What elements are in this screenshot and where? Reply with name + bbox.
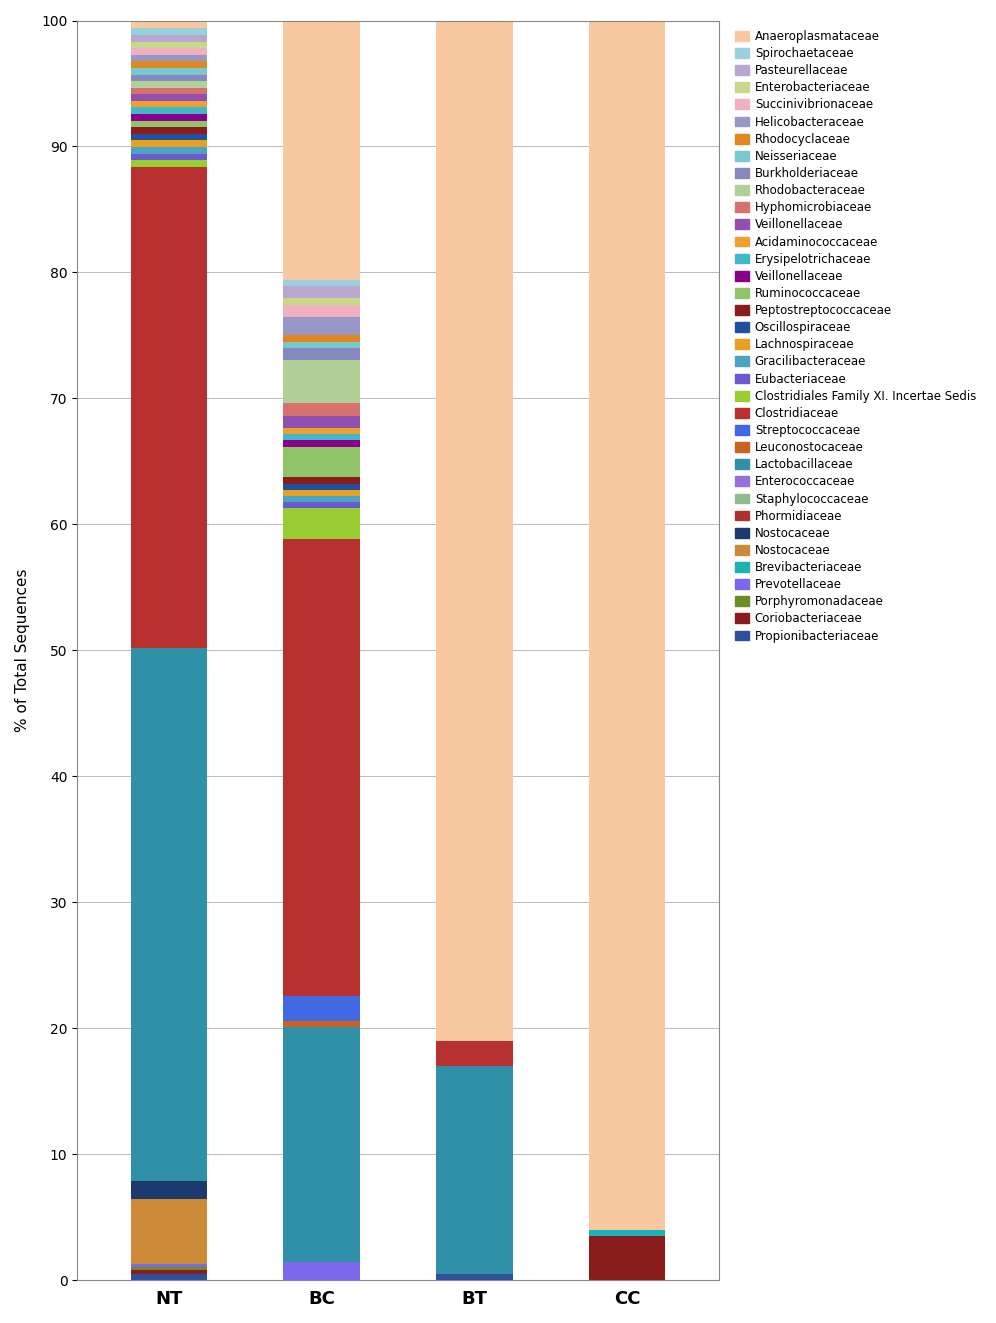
Bar	[284, 1262, 360, 1281]
Bar	[130, 140, 207, 147]
Bar	[130, 87, 207, 94]
Bar	[284, 341, 360, 348]
Bar	[284, 490, 360, 496]
Bar	[284, 434, 360, 441]
Bar	[436, 20, 513, 1041]
Bar	[284, 304, 360, 318]
Bar	[284, 484, 360, 490]
Bar	[284, 318, 360, 336]
Bar	[436, 1041, 513, 1066]
Bar	[284, 441, 360, 447]
Bar	[284, 540, 360, 996]
Bar	[130, 167, 207, 648]
Bar	[130, 1270, 207, 1274]
Bar	[130, 101, 207, 107]
Bar	[130, 1274, 207, 1281]
Bar	[130, 107, 207, 114]
Bar	[436, 1274, 513, 1281]
Bar	[284, 478, 360, 484]
Bar	[130, 153, 207, 160]
Bar	[284, 447, 360, 478]
Bar	[130, 28, 207, 34]
Bar	[130, 20, 207, 28]
Bar	[284, 20, 360, 280]
Bar	[130, 1265, 207, 1267]
Bar	[130, 54, 207, 61]
Bar	[284, 1021, 360, 1027]
Bar	[284, 503, 360, 508]
Bar	[130, 41, 207, 48]
Bar	[130, 61, 207, 67]
Bar	[130, 648, 207, 1181]
Bar	[130, 147, 207, 153]
Bar	[284, 996, 360, 1021]
Bar	[130, 127, 207, 134]
Y-axis label: % of Total Sequences: % of Total Sequences	[15, 569, 30, 732]
Bar	[284, 360, 360, 404]
Bar	[284, 508, 360, 540]
Bar	[284, 415, 360, 429]
Bar	[284, 404, 360, 415]
Bar	[589, 20, 665, 1230]
Bar	[284, 1027, 360, 1262]
Bar	[284, 348, 360, 360]
Bar	[130, 1181, 207, 1199]
Bar	[130, 160, 207, 167]
Bar	[436, 1066, 513, 1274]
Bar	[284, 336, 360, 341]
Bar	[130, 114, 207, 120]
Bar	[130, 74, 207, 81]
Bar	[130, 1199, 207, 1265]
Bar	[130, 120, 207, 127]
Bar	[130, 94, 207, 101]
Bar	[130, 81, 207, 87]
Bar	[284, 496, 360, 503]
Bar	[130, 134, 207, 140]
Bar	[589, 1230, 665, 1236]
Legend: Anaeroplasmataceae, Spirochaetaceae, Pasteurellaceae, Enterobacteriaceae, Succin: Anaeroplasmataceae, Spirochaetaceae, Pas…	[731, 26, 980, 646]
Bar	[130, 67, 207, 74]
Bar	[130, 1267, 207, 1270]
Bar	[284, 429, 360, 434]
Bar	[130, 48, 207, 54]
Bar	[284, 280, 360, 286]
Bar	[284, 299, 360, 304]
Bar	[130, 34, 207, 41]
Bar	[589, 1236, 665, 1281]
Bar	[284, 286, 360, 299]
